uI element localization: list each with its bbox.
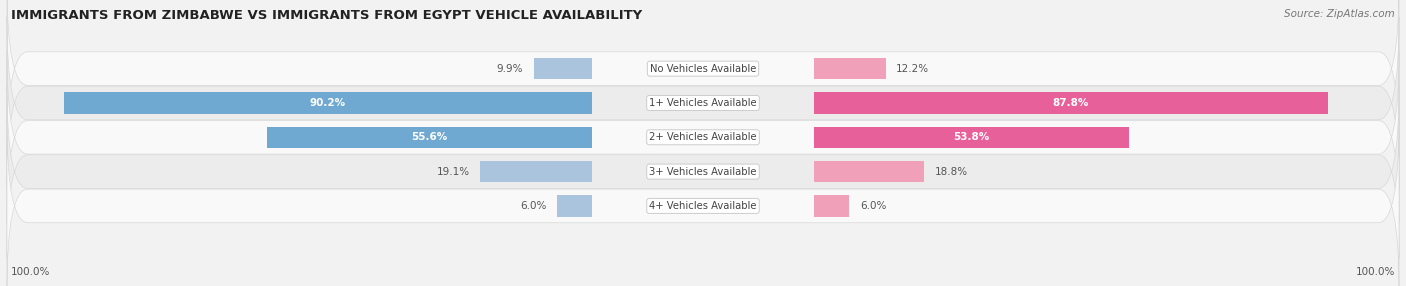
- Bar: [479, 161, 592, 182]
- Bar: [814, 195, 849, 217]
- FancyBboxPatch shape: [7, 86, 1399, 258]
- Bar: [814, 92, 1327, 114]
- Text: 4+ Vehicles Available: 4+ Vehicles Available: [650, 201, 756, 211]
- Text: 3+ Vehicles Available: 3+ Vehicles Available: [650, 167, 756, 176]
- Text: No Vehicles Available: No Vehicles Available: [650, 64, 756, 74]
- FancyBboxPatch shape: [7, 0, 1399, 155]
- Text: 9.9%: 9.9%: [496, 64, 523, 74]
- FancyBboxPatch shape: [7, 120, 1399, 286]
- Text: Source: ZipAtlas.com: Source: ZipAtlas.com: [1284, 9, 1395, 19]
- Text: 100.0%: 100.0%: [11, 267, 51, 277]
- Bar: [814, 161, 924, 182]
- Bar: [814, 58, 886, 79]
- Text: 12.2%: 12.2%: [896, 64, 929, 74]
- Text: 1+ Vehicles Available: 1+ Vehicles Available: [650, 98, 756, 108]
- Bar: [65, 92, 592, 114]
- Text: 19.1%: 19.1%: [436, 167, 470, 176]
- Text: 18.8%: 18.8%: [935, 167, 967, 176]
- Bar: [534, 58, 592, 79]
- FancyBboxPatch shape: [7, 17, 1399, 189]
- Text: IMMIGRANTS FROM ZIMBABWE VS IMMIGRANTS FROM EGYPT VEHICLE AVAILABILITY: IMMIGRANTS FROM ZIMBABWE VS IMMIGRANTS F…: [11, 9, 643, 21]
- Text: 87.8%: 87.8%: [1053, 98, 1090, 108]
- Bar: [814, 127, 1129, 148]
- Text: 100.0%: 100.0%: [1355, 267, 1395, 277]
- FancyBboxPatch shape: [7, 51, 1399, 223]
- Text: 53.8%: 53.8%: [953, 132, 990, 142]
- Text: 90.2%: 90.2%: [309, 98, 346, 108]
- Bar: [557, 195, 592, 217]
- Text: 55.6%: 55.6%: [411, 132, 447, 142]
- Text: 6.0%: 6.0%: [860, 201, 886, 211]
- Bar: [267, 127, 592, 148]
- Text: 6.0%: 6.0%: [520, 201, 546, 211]
- Text: 2+ Vehicles Available: 2+ Vehicles Available: [650, 132, 756, 142]
